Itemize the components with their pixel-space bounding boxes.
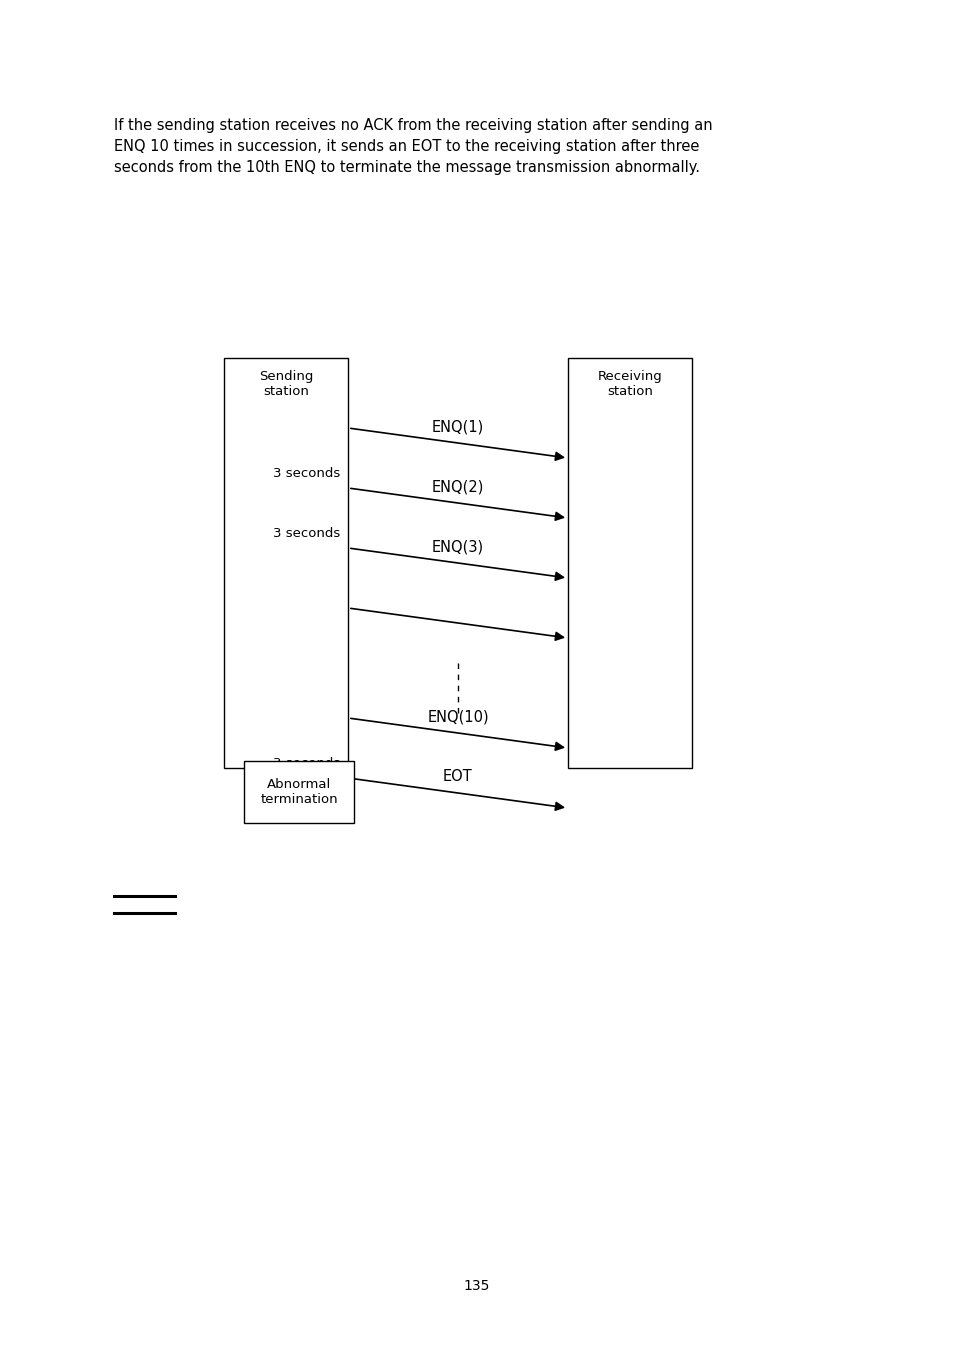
Text: ENQ(10): ENQ(10) [427,709,488,724]
Text: 3 seconds: 3 seconds [273,466,339,480]
Text: If the sending station receives no ACK from the receiving station after sending : If the sending station receives no ACK f… [113,119,712,175]
Text: EOT: EOT [442,768,473,785]
Text: ENQ(3): ENQ(3) [432,539,483,554]
Bar [244,762,354,824]
Text: Receiving
station: Receiving station [597,369,661,398]
Bar [224,359,348,768]
Text: 3 seconds: 3 seconds [273,527,339,539]
Text: Abnormal
termination: Abnormal termination [260,778,337,806]
Bar [567,359,691,768]
Text: ENQ(1): ENQ(1) [432,419,483,434]
Text: Sending
station: Sending station [258,369,313,398]
Text: 3 seconds: 3 seconds [273,756,339,770]
Text: 135: 135 [463,1279,490,1293]
Text: ENQ(2): ENQ(2) [432,479,484,493]
